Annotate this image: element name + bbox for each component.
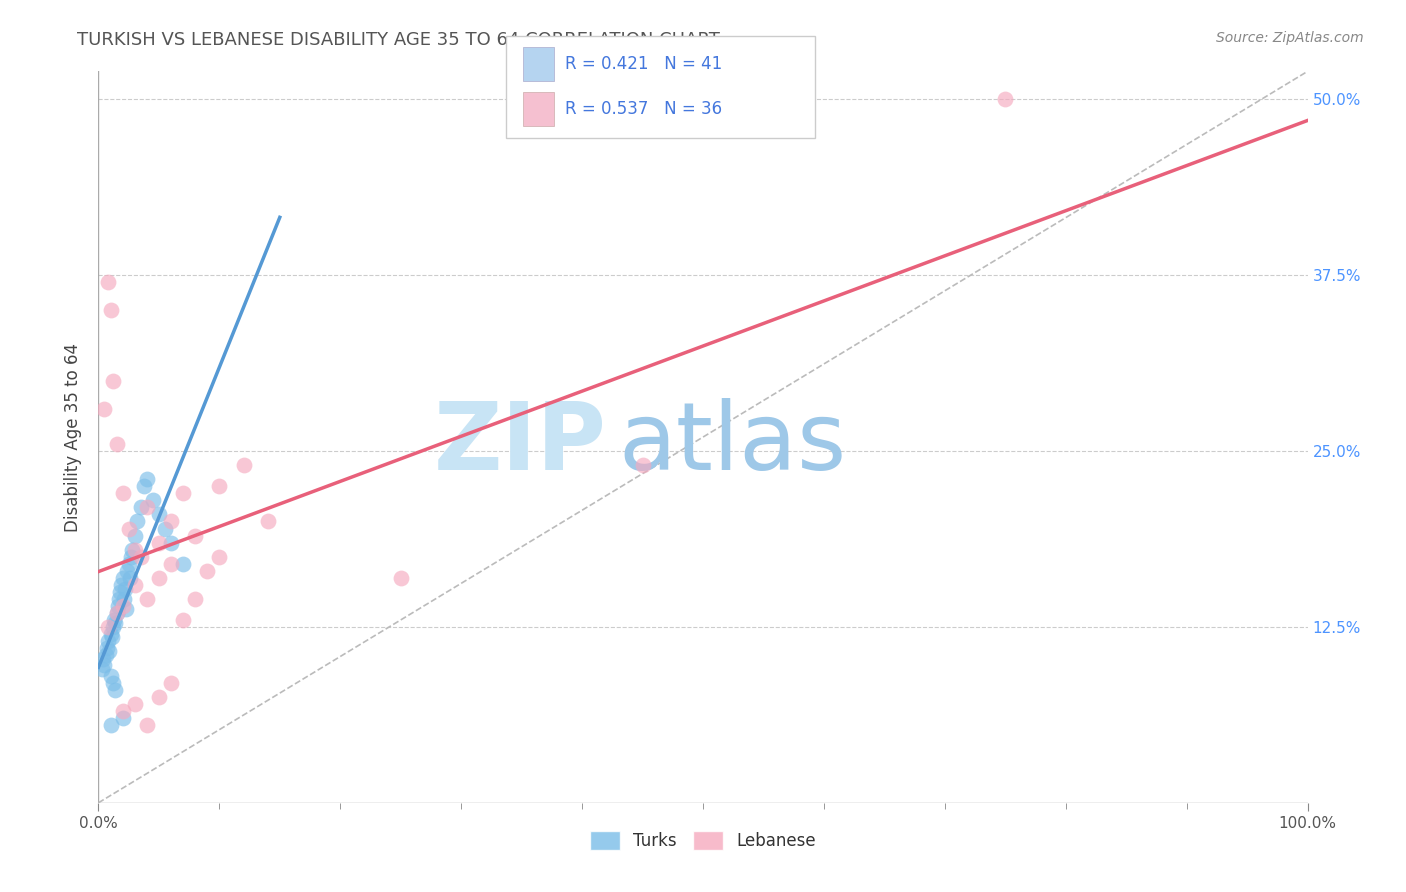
Point [111,571,134,585]
Point [101,374,124,388]
Point [118,571,141,585]
Point [148,535,170,549]
Point [172,486,194,500]
Point [104,615,127,630]
Point [100,669,122,683]
Point [127,515,149,529]
Point [160,535,183,549]
Point [256,515,278,529]
Point [93,401,115,416]
Point [91,652,114,666]
Point [172,613,194,627]
Point [111,486,134,500]
Point [97,634,120,648]
Text: atlas: atlas [619,399,846,491]
Point [105,606,128,620]
Text: ZIP: ZIP [433,399,606,491]
Point [232,458,254,473]
Point [120,549,142,564]
Text: Source: ZipAtlas.com: Source: ZipAtlas.com [1216,31,1364,45]
Point [184,591,207,606]
Point [103,613,125,627]
Point [100,627,122,641]
Point [142,493,165,508]
Point [208,479,231,493]
Point [195,564,218,578]
Point [994,93,1017,107]
Point [97,276,120,290]
Point [172,557,194,571]
Point [124,542,146,557]
Point [117,564,139,578]
Point [94,648,117,662]
Text: R = 0.537   N = 36: R = 0.537 N = 36 [565,100,723,118]
Point [93,657,115,672]
Point [124,698,146,712]
Point [135,591,157,606]
Point [105,437,128,451]
Point [112,591,135,606]
Point [135,472,157,486]
Point [124,578,146,592]
Point [135,500,157,515]
Text: R = 0.421   N = 41: R = 0.421 N = 41 [565,55,723,73]
Point [110,578,132,592]
Point [160,557,183,571]
Point [160,515,183,529]
Point [101,676,124,690]
Point [148,571,170,585]
Legend: Turks, Lebanese: Turks, Lebanese [583,824,823,856]
Point [98,644,121,658]
Point [100,303,122,318]
Point [100,630,122,644]
Point [96,641,118,656]
Point [107,599,129,613]
Point [111,599,134,613]
Point [114,582,136,596]
Point [129,500,152,515]
Point [148,690,170,705]
Point [104,683,127,698]
Point [148,508,170,522]
Y-axis label: Disability Age 35 to 64: Disability Age 35 to 64 [65,343,83,532]
Point [115,601,138,615]
Point [153,521,176,535]
Point [108,584,131,599]
Point [91,662,114,676]
Point [389,571,412,585]
Point [111,711,134,725]
Point [100,718,122,732]
Point [208,549,231,564]
Point [134,479,156,493]
Text: TURKISH VS LEBANESE DISABILITY AGE 35 TO 64 CORRELATION CHART: TURKISH VS LEBANESE DISABILITY AGE 35 TO… [77,31,720,49]
Point [184,528,207,542]
Point [631,458,654,473]
Point [105,606,128,620]
Point [129,549,152,564]
Point [111,705,134,719]
Point [97,620,120,634]
Point [118,557,141,571]
Point [118,521,141,535]
Point [101,620,124,634]
Point [124,528,146,542]
Point [121,542,143,557]
Point [160,676,183,690]
Point [108,591,131,606]
Point [135,718,157,732]
